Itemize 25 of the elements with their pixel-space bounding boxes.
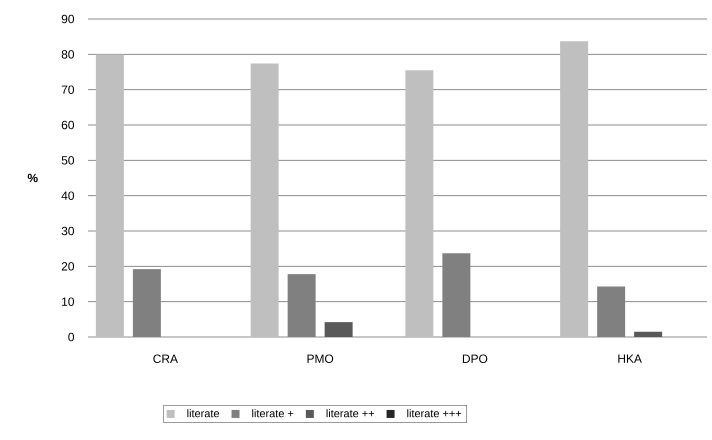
legend-label: literate ++ bbox=[326, 409, 374, 418]
bar bbox=[250, 64, 279, 337]
bar bbox=[634, 332, 662, 337]
bar bbox=[405, 70, 434, 337]
y-tick-label: 70 bbox=[62, 85, 74, 94]
y-tick-label: 30 bbox=[62, 226, 74, 236]
y-tick-label: 10 bbox=[62, 297, 74, 306]
y-tick-label: 90 bbox=[62, 14, 74, 24]
y-axis-title: % bbox=[28, 174, 38, 182]
x-tick-label: CRA bbox=[153, 354, 178, 363]
y-tick-label: 0 bbox=[68, 332, 74, 342]
legend-label: literate bbox=[187, 409, 220, 418]
legend-label: literate + bbox=[252, 409, 294, 418]
y-tick-label: 60 bbox=[62, 120, 74, 130]
bar bbox=[324, 322, 353, 337]
x-tick-label: HKA bbox=[618, 354, 642, 363]
y-tick-label: 40 bbox=[61, 191, 74, 200]
bar bbox=[560, 41, 588, 337]
y-tick-label: 80 bbox=[62, 50, 74, 59]
y-tick-label: 20 bbox=[62, 262, 74, 271]
x-tick-label: PMO bbox=[307, 354, 334, 363]
bar bbox=[96, 54, 124, 337]
x-tick-label: DPO bbox=[462, 354, 488, 363]
legend-label: literate +++ bbox=[407, 409, 462, 418]
y-tick-label: 50 bbox=[62, 156, 74, 165]
